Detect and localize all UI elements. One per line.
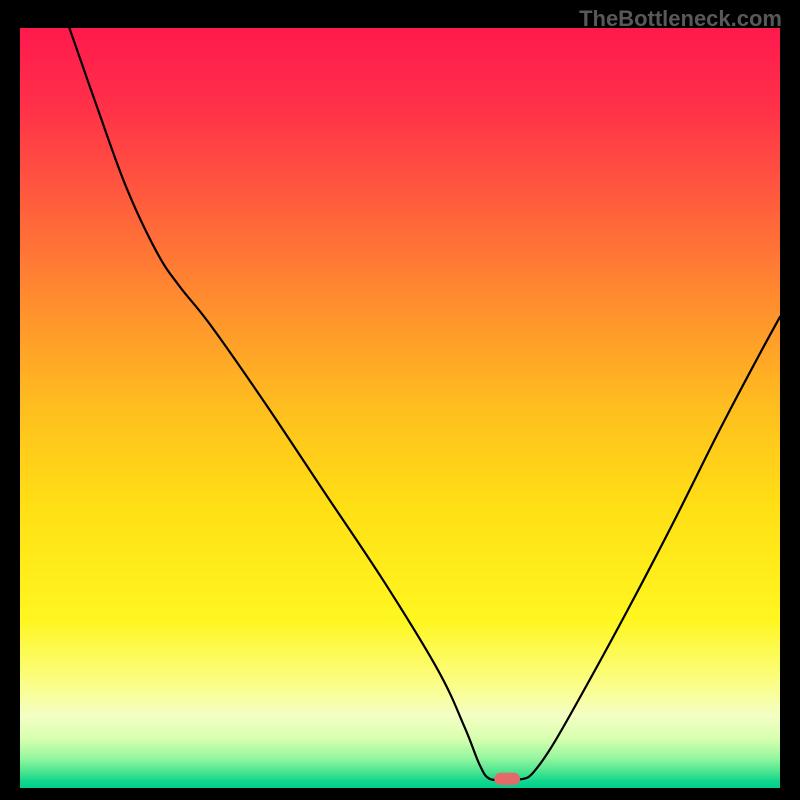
bottleneck-curve xyxy=(69,28,780,780)
chart-root: TheBottleneck.com xyxy=(0,0,800,800)
curve-layer xyxy=(20,28,780,788)
plot-area xyxy=(20,28,780,788)
optimum-marker xyxy=(494,773,520,785)
watermark-text: TheBottleneck.com xyxy=(579,6,782,32)
